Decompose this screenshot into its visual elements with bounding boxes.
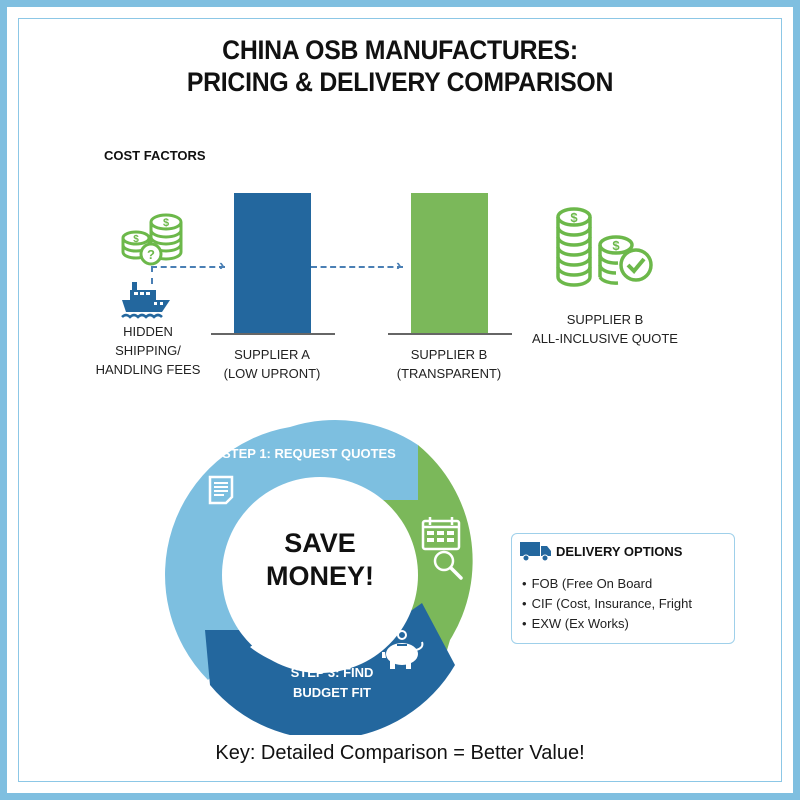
- save-money-center: SAVE MONEY!: [245, 527, 395, 593]
- document-icon: [208, 475, 234, 505]
- svg-text:$: $: [133, 234, 139, 245]
- supplier-b-label: SUPPLIER B (TRANSPARENT): [389, 345, 509, 383]
- inner-border: [18, 18, 782, 782]
- calendar-search-icon: [421, 517, 463, 580]
- baseline-a: [211, 333, 335, 335]
- supplier-b-quote-label: SUPPLIER B ALL-INCLUSIVE QUOTE: [520, 310, 690, 348]
- savings-cycle-diagram: [165, 420, 473, 735]
- dashed-connector-b: [311, 266, 403, 268]
- coins-question-icon: $ $ ?: [121, 213, 183, 266]
- step-3-line-2: BUDGET FIT: [293, 685, 371, 700]
- supplier-a-line-2: (LOW UPRONT): [223, 366, 321, 381]
- delivery-options-list: FOB (Free On Board CIF (Cost, Insurance,…: [522, 574, 692, 634]
- bar-supplier-b: [411, 193, 488, 333]
- title-line-2: PRICING & DELIVERY COMPARISON: [186, 67, 614, 97]
- title-line-1: CHINA OSB MANUFACTURES:: [222, 35, 578, 65]
- svg-text:$: $: [612, 238, 620, 253]
- delivery-title: DELIVERY OPTIONS: [556, 544, 683, 559]
- delivery-option-cif: CIF (Cost, Insurance, Fright: [522, 594, 692, 614]
- coins-check-icon: $ $: [556, 207, 653, 287]
- hidden-fees-label: HIDDEN SHIPPING/ HANDLING FEES: [88, 322, 208, 379]
- step-1-label: STEP 1: REQUEST QUOTES: [222, 446, 396, 461]
- truck-icon: [520, 542, 551, 562]
- center-line-2: MONEY!: [266, 561, 374, 591]
- supplier-b-line-1: SUPPLIER B: [410, 347, 488, 362]
- piggy-bank-icon: [382, 630, 424, 669]
- quote-line-2: ALL-INCLUSIVE QUOTE: [532, 331, 678, 346]
- baseline-b: [388, 333, 512, 335]
- hidden-fees-line-2: SHIPPING/: [115, 343, 181, 358]
- quote-line-1: SUPPLIER B: [566, 312, 644, 327]
- delivery-options-panel: DELIVERY OPTIONS FOB (Free On Board CIF …: [511, 533, 735, 644]
- delivery-option-fob: FOB (Free On Board: [522, 574, 692, 594]
- step-3-label: STEP 3: FIND BUDGET FIT: [282, 663, 382, 703]
- center-line-1: SAVE: [284, 528, 356, 558]
- dashed-connector-vertical: [151, 266, 153, 284]
- supplier-a-line-1: SUPPLIER A: [234, 347, 310, 362]
- step-3-line-1: STEP 3: FIND: [290, 665, 374, 680]
- svg-text:$: $: [570, 210, 578, 225]
- svg-text:?: ?: [147, 247, 155, 262]
- ship-icon: [121, 282, 170, 319]
- arrowhead-a-icon: ›: [219, 257, 225, 274]
- bar-supplier-a: [234, 193, 311, 333]
- page-title: CHINA OSB MANUFACTURES: PRICING & DELIVE…: [32, 34, 768, 98]
- supplier-b-line-2: (TRANSPARENT): [396, 366, 502, 381]
- hidden-fees-line-1: HIDDEN: [123, 324, 173, 339]
- supplier-a-label: SUPPLIER A (LOW UPRONT): [212, 345, 332, 383]
- dashed-connector-a: [151, 266, 225, 268]
- arrowhead-b-icon: ›: [396, 257, 402, 274]
- hidden-fees-line-3: HANDLING FEES: [95, 362, 201, 377]
- svg-text:$: $: [163, 217, 169, 229]
- delivery-option-exw: EXW (Ex Works): [522, 614, 692, 634]
- key-footer: Key: Detailed Comparison = Better Value!: [215, 742, 585, 764]
- cost-factors-label: COST FACTORS: [104, 148, 206, 163]
